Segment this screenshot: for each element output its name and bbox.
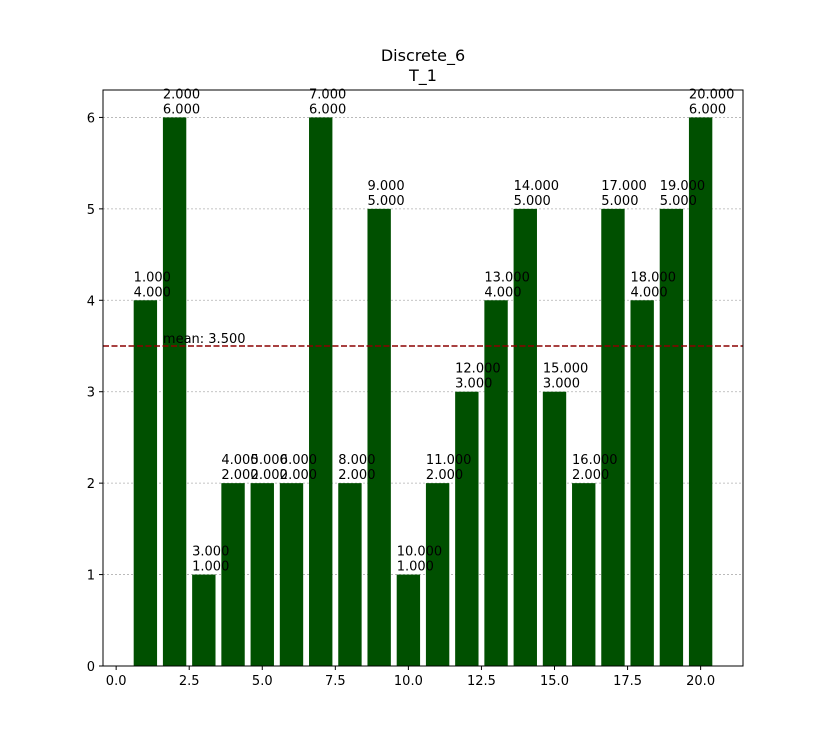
- data-label: 19.000: [660, 179, 706, 194]
- bars: [133, 117, 713, 666]
- data-labels: 1.0004.0002.0006.0003.0001.0004.0002.000…: [134, 87, 735, 574]
- mean-label: mean: 3.500: [163, 332, 246, 347]
- x-tick-label: 20.0: [686, 674, 715, 689]
- bar: [192, 574, 216, 666]
- y-tick-label: 0: [87, 660, 95, 675]
- x-tick-label: 7.5: [325, 674, 346, 689]
- data-label: 1.000: [397, 560, 434, 575]
- bar: [542, 391, 567, 666]
- data-label: 5.000: [367, 194, 404, 209]
- bar: [250, 483, 274, 666]
- data-label: 16.000: [572, 453, 618, 468]
- y-tick-label: 3: [87, 386, 95, 401]
- data-label: 4.000: [221, 453, 258, 468]
- bar: [279, 483, 304, 666]
- data-label: 9.000: [367, 179, 404, 194]
- data-label: 3.000: [543, 377, 580, 392]
- data-label: 2.000: [163, 87, 200, 102]
- mean-line-group: mean: 3.500: [103, 332, 743, 347]
- data-label: 20.000: [689, 87, 735, 102]
- bar: [425, 483, 450, 666]
- data-label: 7.000: [309, 87, 346, 102]
- data-label: 2.000: [572, 468, 609, 483]
- data-label: 18.000: [630, 270, 676, 285]
- plot-frame: [102, 89, 744, 667]
- x-tick-label: 2.5: [179, 674, 200, 689]
- data-label: 8.000: [338, 453, 375, 468]
- data-label: 4.000: [134, 285, 171, 300]
- data-label: 5.000: [660, 194, 697, 209]
- bar: [688, 117, 713, 666]
- bar: [338, 483, 362, 666]
- bar: [484, 300, 508, 666]
- y-tick-label: 2: [87, 477, 95, 492]
- data-label: 2.000: [426, 468, 463, 483]
- data-label: 6.000: [163, 102, 200, 117]
- y-tick-label: 5: [87, 203, 95, 218]
- y-tick-label: 1: [87, 569, 95, 584]
- data-label: 11.000: [426, 453, 472, 468]
- chart-subtitle: T_1: [408, 66, 437, 86]
- bar: [513, 208, 537, 666]
- data-label: 13.000: [484, 270, 530, 285]
- bar: [659, 208, 684, 666]
- y-tick-label: 6: [87, 111, 95, 126]
- x-tick-label: 17.5: [613, 674, 642, 689]
- data-label: 6.000: [689, 102, 726, 117]
- x-tick-label: 12.5: [467, 674, 496, 689]
- chart-title: Discrete_6: [381, 46, 465, 66]
- data-label: 1.000: [134, 270, 171, 285]
- data-label: 10.000: [397, 545, 443, 560]
- data-label: 2.000: [338, 468, 375, 483]
- data-label: 6.000: [280, 453, 317, 468]
- bar: [572, 483, 596, 666]
- data-label: 6.000: [309, 102, 346, 117]
- data-label: 2.000: [280, 468, 317, 483]
- data-label: 4.000: [484, 285, 521, 300]
- bar: [221, 483, 245, 666]
- data-label: 5.000: [601, 194, 638, 209]
- data-label: 2.000: [221, 468, 258, 483]
- axes: 0.0 2.5 5.0 7.5 10.0 12.5 15.0 17.5 20.0 0 1 2 3 4 5 6: [87, 89, 744, 689]
- x-tick-label: 15.0: [540, 674, 569, 689]
- bar: [309, 117, 333, 666]
- y-tick-label: 4: [87, 294, 95, 309]
- data-label: 5.000: [514, 194, 551, 209]
- data-label: 17.000: [601, 179, 647, 194]
- data-label: 4.000: [630, 285, 667, 300]
- x-tick-label: 0.0: [106, 674, 127, 689]
- x-tick-label: 10.0: [394, 674, 423, 689]
- data-label: 5.000: [251, 453, 288, 468]
- bar: [396, 574, 421, 666]
- x-tick-label: 5.0: [252, 674, 273, 689]
- bar: [162, 117, 187, 666]
- bar: [455, 391, 479, 666]
- data-label: 3.000: [455, 377, 492, 392]
- bar: [601, 208, 625, 666]
- bar: [133, 300, 158, 666]
- data-label: 1.000: [192, 560, 229, 575]
- data-label: 2.000: [251, 468, 288, 483]
- data-label: 15.000: [543, 362, 589, 377]
- bar: [367, 208, 391, 666]
- data-label: 12.000: [455, 362, 501, 377]
- data-label: 3.000: [192, 545, 229, 560]
- bar: [630, 300, 654, 666]
- data-label: 14.000: [514, 179, 560, 194]
